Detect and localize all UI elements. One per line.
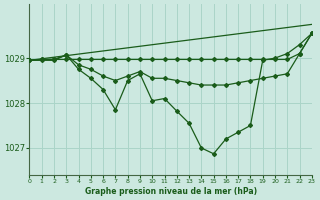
X-axis label: Graphe pression niveau de la mer (hPa): Graphe pression niveau de la mer (hPa) bbox=[84, 187, 257, 196]
